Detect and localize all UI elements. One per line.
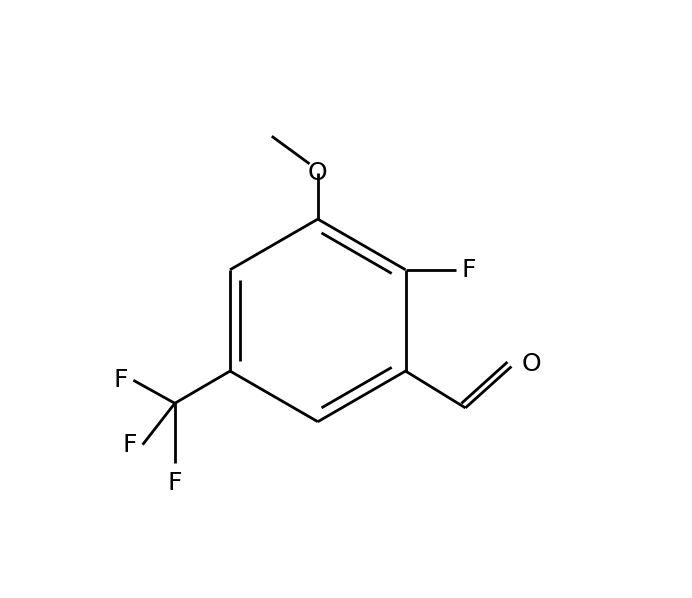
Text: F: F — [167, 471, 182, 495]
Text: O: O — [308, 161, 327, 185]
Text: F: F — [113, 368, 128, 392]
Text: O: O — [522, 352, 541, 376]
Text: F: F — [462, 258, 476, 282]
Text: F: F — [122, 433, 137, 457]
